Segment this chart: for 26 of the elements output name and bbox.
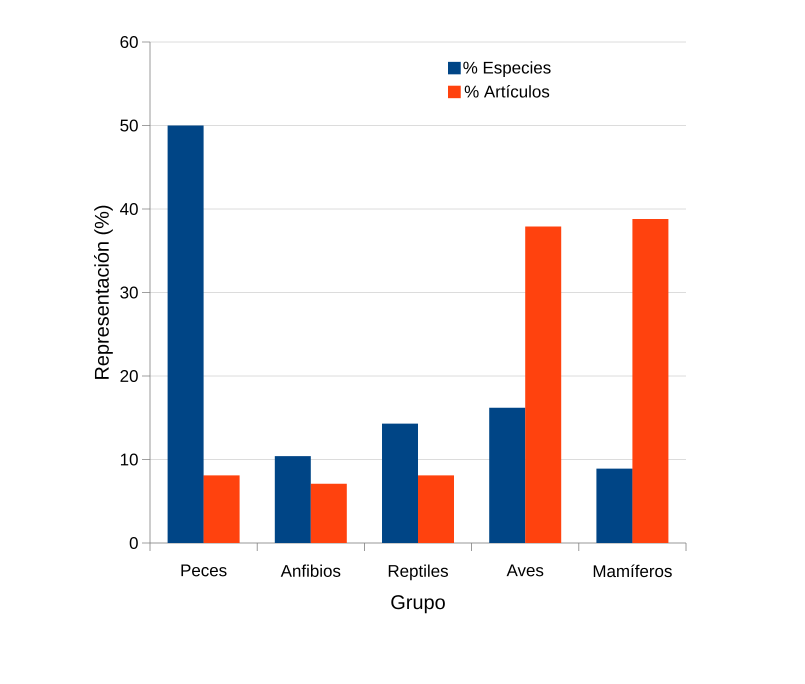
y-tick-label: 40 [120, 203, 138, 215]
bar [310, 484, 347, 543]
bar [418, 475, 454, 543]
y-tick-label: 30 [120, 286, 138, 298]
bar [274, 456, 311, 543]
legend-label: % Artículos [464, 84, 550, 98]
bar [525, 226, 562, 543]
y-tick-label: 60 [120, 36, 138, 48]
bar [489, 408, 526, 543]
y-axis-title: Representación (%) [94, 206, 113, 379]
x-axis-title: Grupo [391, 595, 445, 614]
legend-label: % Especies [463, 61, 551, 77]
x-tick-label: Mamíferos [594, 564, 672, 578]
x-tick-label: Peces [181, 564, 227, 576]
x-tick-label: Aves [506, 564, 544, 576]
y-tick-label: 10 [120, 454, 138, 466]
x-tick-label: Reptiles [388, 564, 448, 580]
y-tick-label: 20 [120, 370, 138, 382]
x-tick-label: Anfibios [280, 564, 340, 577]
bar [596, 468, 632, 543]
bar [632, 219, 668, 543]
y-tick-label: 0 [130, 537, 138, 549]
bar [204, 475, 240, 543]
y-tick-label: 50 [120, 120, 138, 132]
bar [382, 424, 418, 543]
bar [168, 126, 204, 543]
